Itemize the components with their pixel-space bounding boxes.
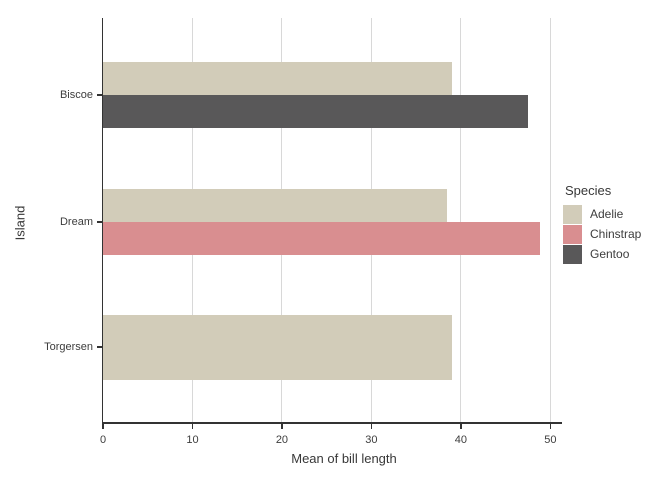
bar-torgersen-adelie (103, 314, 452, 380)
y-tick-label-biscoe: Biscoe (59, 89, 93, 101)
legend-item-chinstrap: Chinstrap (563, 224, 641, 244)
x-tick-label-10: 10 (186, 434, 199, 446)
bar-dream-chinstrap (103, 222, 540, 255)
y-tick-torgersen (97, 346, 102, 348)
legend-label-adelie: Adelie (590, 206, 624, 221)
x-axis-title: Mean of bill length (291, 451, 397, 466)
legend-title: Species (565, 183, 612, 198)
legend-label-chinstrap: Chinstrap (590, 226, 642, 241)
y-tick-label-dream: Dream (59, 216, 93, 228)
x-tick-0 (102, 423, 104, 429)
x-tick-30 (370, 423, 373, 429)
x-tick-label-30: 30 (365, 434, 378, 446)
x-tick-label-0: 0 (99, 434, 107, 446)
legend-item-gentoo: Gentoo (563, 244, 641, 264)
gridline-x-40 (460, 18, 462, 422)
x-tick-20 (281, 423, 283, 429)
x-tick-50 (549, 423, 552, 429)
bar-biscoe-gentoo (103, 95, 528, 128)
plot-panel: 0 10 20 30 40 50 Biscoe Dream Torgersen (44, 18, 562, 446)
x-tick-10 (191, 423, 194, 429)
y-tick-label-torgersen: Torgersen (44, 341, 93, 353)
legend-item-adelie: Adelie (563, 204, 641, 224)
legend-swatch-chinstrap (563, 224, 582, 244)
x-axis-line (101, 422, 562, 424)
legend-swatch-adelie (563, 204, 582, 224)
legend-swatch-gentoo (563, 244, 582, 264)
legend-label-gentoo: Gentoo (590, 246, 630, 261)
y-axis-line (101, 18, 103, 423)
x-tick-label-40: 40 (454, 434, 468, 446)
legend: Species Adelie Chinstrap Gentoo (563, 183, 641, 264)
x-tick-40 (460, 423, 462, 429)
x-tick-label-20: 20 (275, 434, 289, 446)
y-axis-title: Island (12, 205, 28, 241)
gridline-x-50 (549, 18, 551, 422)
y-tick-biscoe (97, 94, 102, 96)
legend-items: Adelie Chinstrap Gentoo (563, 204, 641, 264)
bar-biscoe-adelie (103, 62, 452, 95)
y-tick-dream (97, 221, 102, 223)
x-tick-label-50: 50 (544, 434, 557, 446)
bar-dream-adelie (103, 189, 448, 222)
